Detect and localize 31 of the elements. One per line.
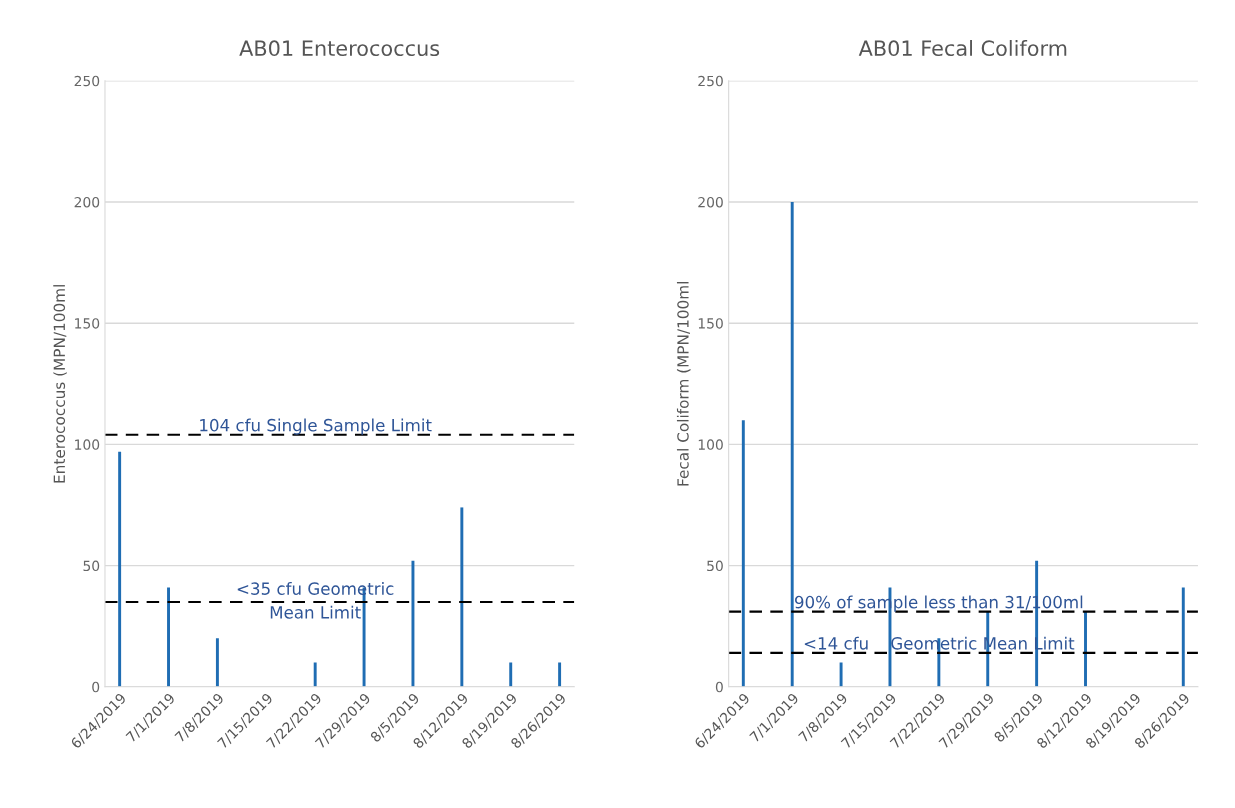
chart-title: AB01 Enterococcus (239, 40, 440, 57)
y-tick-label: 150 (698, 318, 723, 329)
chart-title: AB01 Fecal Coliform (858, 39, 1067, 57)
bar (1084, 611, 1087, 687)
y-tick-label: 200 (74, 196, 100, 208)
bar (558, 662, 562, 687)
bar (509, 662, 513, 687)
bar (118, 451, 122, 687)
bar (411, 560, 415, 687)
y-axis-title: Enterococcus (MPN/100ml (53, 285, 67, 483)
bar (313, 662, 317, 687)
y-tick-label: 100 (698, 439, 723, 450)
y-tick-label: 250 (698, 75, 723, 87)
y-tick-label: 200 (698, 196, 723, 208)
y-tick-label: 250 (74, 75, 100, 87)
bar (1181, 587, 1185, 687)
y-tick-label: 0 (715, 681, 723, 693)
bar (790, 202, 794, 687)
ref-line-label: <35 cfu Geometric Mean Limit (237, 582, 394, 619)
y-tick-label: 0 (92, 681, 100, 693)
bar (741, 420, 745, 687)
y-tick-label: 50 (707, 560, 723, 572)
y-tick-label: 150 (75, 318, 100, 329)
y-tick-label: 50 (83, 560, 100, 572)
y-axis-title: Fecal Coliform (MPN/100ml (676, 282, 691, 486)
bar (839, 662, 843, 687)
bar (167, 587, 170, 687)
bar (460, 507, 464, 687)
ref-line-label: 104 cfu Single Sample Limit (200, 418, 432, 435)
y-tick-label: 100 (75, 439, 100, 450)
bar (215, 638, 219, 687)
